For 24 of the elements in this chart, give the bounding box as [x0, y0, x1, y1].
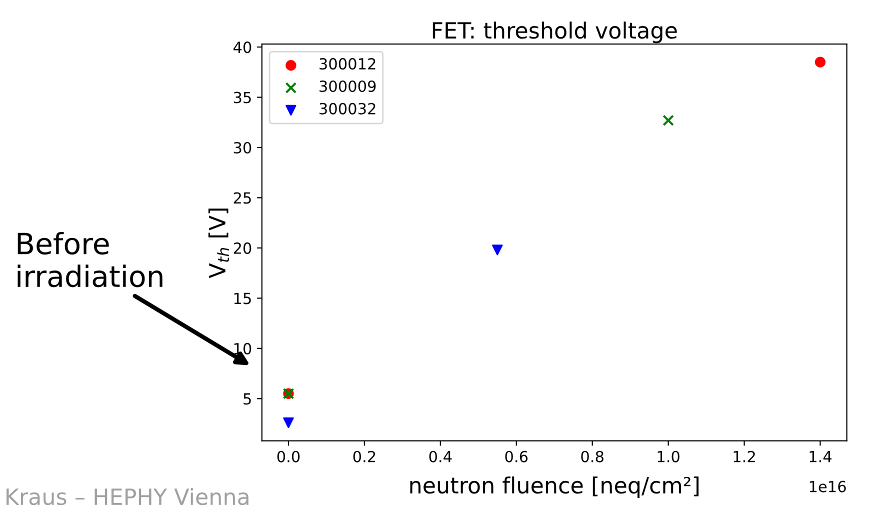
text: 1e16	[810, 480, 846, 492]
text: Kraus – HEPHY Vienna	[6, 488, 248, 506]
y-tick-label: 5	[244, 393, 251, 405]
legend-label: 300012	[320, 58, 376, 70]
x-tick-label: 0.6	[505, 450, 528, 462]
legend-label: 300009	[320, 80, 376, 92]
y-tick-label: 20	[234, 242, 252, 254]
y-tick-label: 35	[234, 92, 251, 104]
x-tick-label: 0.0	[277, 450, 300, 462]
legend-label: 300032	[320, 102, 376, 114]
x-tick-label: 0.4	[429, 450, 452, 462]
chart-title: FET: threshold voltage	[432, 22, 677, 44]
y-tick-label: 30	[234, 142, 252, 154]
x-tick-label: 0.8	[581, 450, 604, 462]
x-axis-title: neutron fluence [neq/cm²]	[410, 476, 699, 498]
y-tick-label: 25	[234, 192, 251, 204]
x-tick-label: 0.2	[353, 450, 376, 462]
y-tick-label: 40	[233, 42, 252, 54]
x-tick-label: 1.2	[734, 450, 755, 462]
x-tick-label: 1.4	[810, 451, 832, 462]
y-tick-label: 15	[234, 292, 251, 304]
x-tick-label: 1.0	[658, 450, 680, 462]
text: Before irradiation	[18, 232, 162, 288]
y-axis-title: V$_{th}$ [V]	[208, 208, 229, 278]
